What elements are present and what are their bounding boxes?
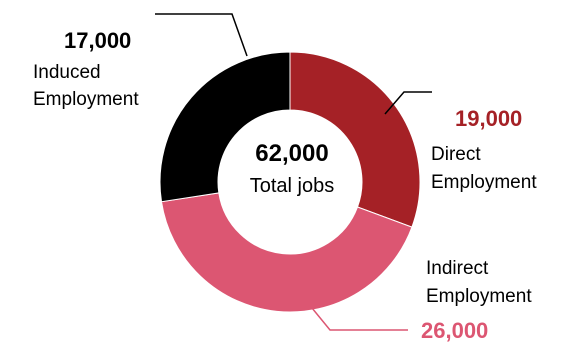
- induced-value-label: 17,000: [64, 28, 132, 53]
- donut-slice-induced-employment: [159, 51, 291, 203]
- induced-name-line2: Employment: [33, 89, 139, 110]
- indirect-value-label: 26,000: [421, 318, 489, 343]
- leader-line-induced: [155, 13, 248, 57]
- center-total-label: Total jobs: [249, 175, 335, 197]
- donut-slice-indirect-employment: [160, 192, 413, 313]
- center-total-value: 62,000: [255, 140, 329, 167]
- direct-value-label: 19,000: [455, 106, 523, 131]
- direct-name-line1: Direct: [431, 144, 481, 165]
- indirect-name-line2: Employment: [426, 286, 532, 307]
- donut-slices: [159, 51, 421, 313]
- induced-name-line1: Induced: [33, 62, 101, 83]
- donut-slice-direct-employment: [289, 51, 421, 228]
- direct-name-line2: Employment: [431, 172, 537, 193]
- leader-line-direct: [384, 91, 432, 115]
- leader-line-indirect: [311, 307, 408, 331]
- indirect-name-line1: Indirect: [426, 258, 489, 279]
